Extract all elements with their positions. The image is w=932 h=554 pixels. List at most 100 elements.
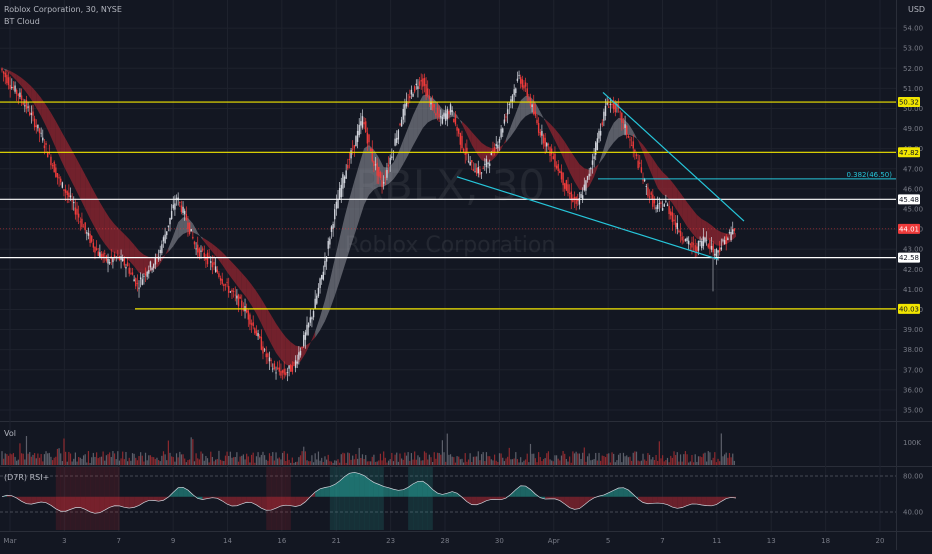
rsi-fill [31, 496, 37, 505]
volume-bar [549, 459, 551, 465]
candle-body [86, 232, 88, 234]
candle-body [446, 109, 448, 120]
level-tag [898, 194, 920, 205]
volume-bar [609, 462, 612, 465]
volume-bar [484, 461, 486, 465]
candle-body [453, 118, 455, 123]
volume-bar [513, 458, 515, 465]
rsi-legend[interactable]: (D7R) RSI+ [4, 473, 50, 482]
cloud-segment [638, 139, 644, 153]
volume-bar [133, 453, 135, 465]
candle-body [249, 314, 251, 325]
volume-bar [154, 459, 156, 465]
candle-body [487, 162, 489, 165]
volume-bar [185, 462, 187, 465]
indicator-legend[interactable]: BT Cloud [4, 17, 40, 26]
candle-body [255, 330, 258, 336]
volume-bar [167, 440, 169, 465]
candle-body [122, 258, 124, 262]
candle-body [590, 167, 592, 170]
candle-body [125, 267, 127, 269]
candle-body [568, 192, 571, 195]
rsi-fill [584, 496, 590, 505]
volume-bar [348, 453, 351, 465]
cloud-segment [246, 278, 252, 306]
volume-bar [237, 461, 240, 465]
volume-bar [577, 453, 579, 465]
volume-bar [301, 451, 303, 465]
cloud-segment [721, 232, 727, 247]
volume-bar [40, 454, 42, 465]
volume-bar [48, 452, 50, 465]
volume-bar [655, 454, 657, 465]
candle-body [376, 162, 378, 176]
candle-body [91, 235, 93, 242]
candle-body [727, 238, 729, 240]
rsi-zone [114, 467, 120, 530]
candle-body [324, 261, 326, 267]
candle-body [614, 102, 616, 113]
candle-body [335, 201, 338, 209]
candle-body [254, 328, 256, 334]
volume-bar [327, 454, 329, 465]
candle-body [30, 113, 33, 115]
candle-body [38, 128, 41, 134]
cloud-segment [672, 182, 678, 211]
candle-body [81, 218, 83, 228]
rsi-line [1, 471, 737, 514]
volume-bar [732, 453, 734, 465]
volume-bar [479, 460, 481, 465]
candle-body [583, 184, 586, 191]
candle-body [272, 368, 274, 370]
candle-body [692, 243, 695, 245]
volume-bar [65, 451, 67, 465]
volume-bar [295, 461, 297, 465]
rsi-fill [559, 496, 565, 505]
volume-bar [423, 451, 426, 465]
cloud-segment [731, 232, 736, 242]
candle-body [549, 147, 551, 156]
candle-body [596, 138, 599, 151]
volume-bar [511, 459, 514, 465]
candle-body [542, 134, 545, 144]
symbol-legend[interactable]: Roblox Corporation, 30, NYSE [4, 5, 122, 14]
volume-bar [311, 455, 313, 465]
cloud-segment [90, 184, 95, 228]
volume-bar [239, 456, 241, 465]
volume-bar [622, 452, 625, 465]
rsi-zone [266, 467, 272, 530]
volume-bar [7, 455, 10, 465]
candle-body [61, 182, 64, 188]
rsi-fill [510, 489, 516, 497]
candle-body [505, 116, 507, 118]
cloud-segment [344, 198, 350, 267]
volume-bar [665, 459, 667, 465]
volume-bar [529, 443, 532, 465]
volume-bar [17, 459, 19, 465]
volume-bar [118, 460, 121, 465]
volume-bar [361, 454, 364, 465]
volume-bar [472, 456, 474, 465]
volume-legend[interactable]: Vol [4, 429, 16, 438]
cloud-segment [633, 131, 639, 141]
candle-body [524, 82, 527, 87]
candle-body [104, 253, 106, 255]
cloud-segment [618, 117, 624, 138]
volume-bar [334, 460, 336, 465]
volume-bar [591, 459, 594, 465]
candle-body [35, 125, 37, 127]
candle-body [306, 324, 308, 335]
rsi-fill [222, 496, 228, 505]
candle-body [84, 222, 86, 231]
volume-bar [281, 452, 284, 465]
candle-body [40, 132, 42, 134]
candle-body [371, 148, 373, 162]
candle-body [511, 95, 514, 103]
volume-bar [190, 437, 192, 465]
candle-body [378, 166, 380, 177]
candle-body [679, 230, 682, 237]
volume-bar [373, 454, 375, 465]
candle-body [50, 156, 52, 166]
candle-body [456, 127, 458, 131]
